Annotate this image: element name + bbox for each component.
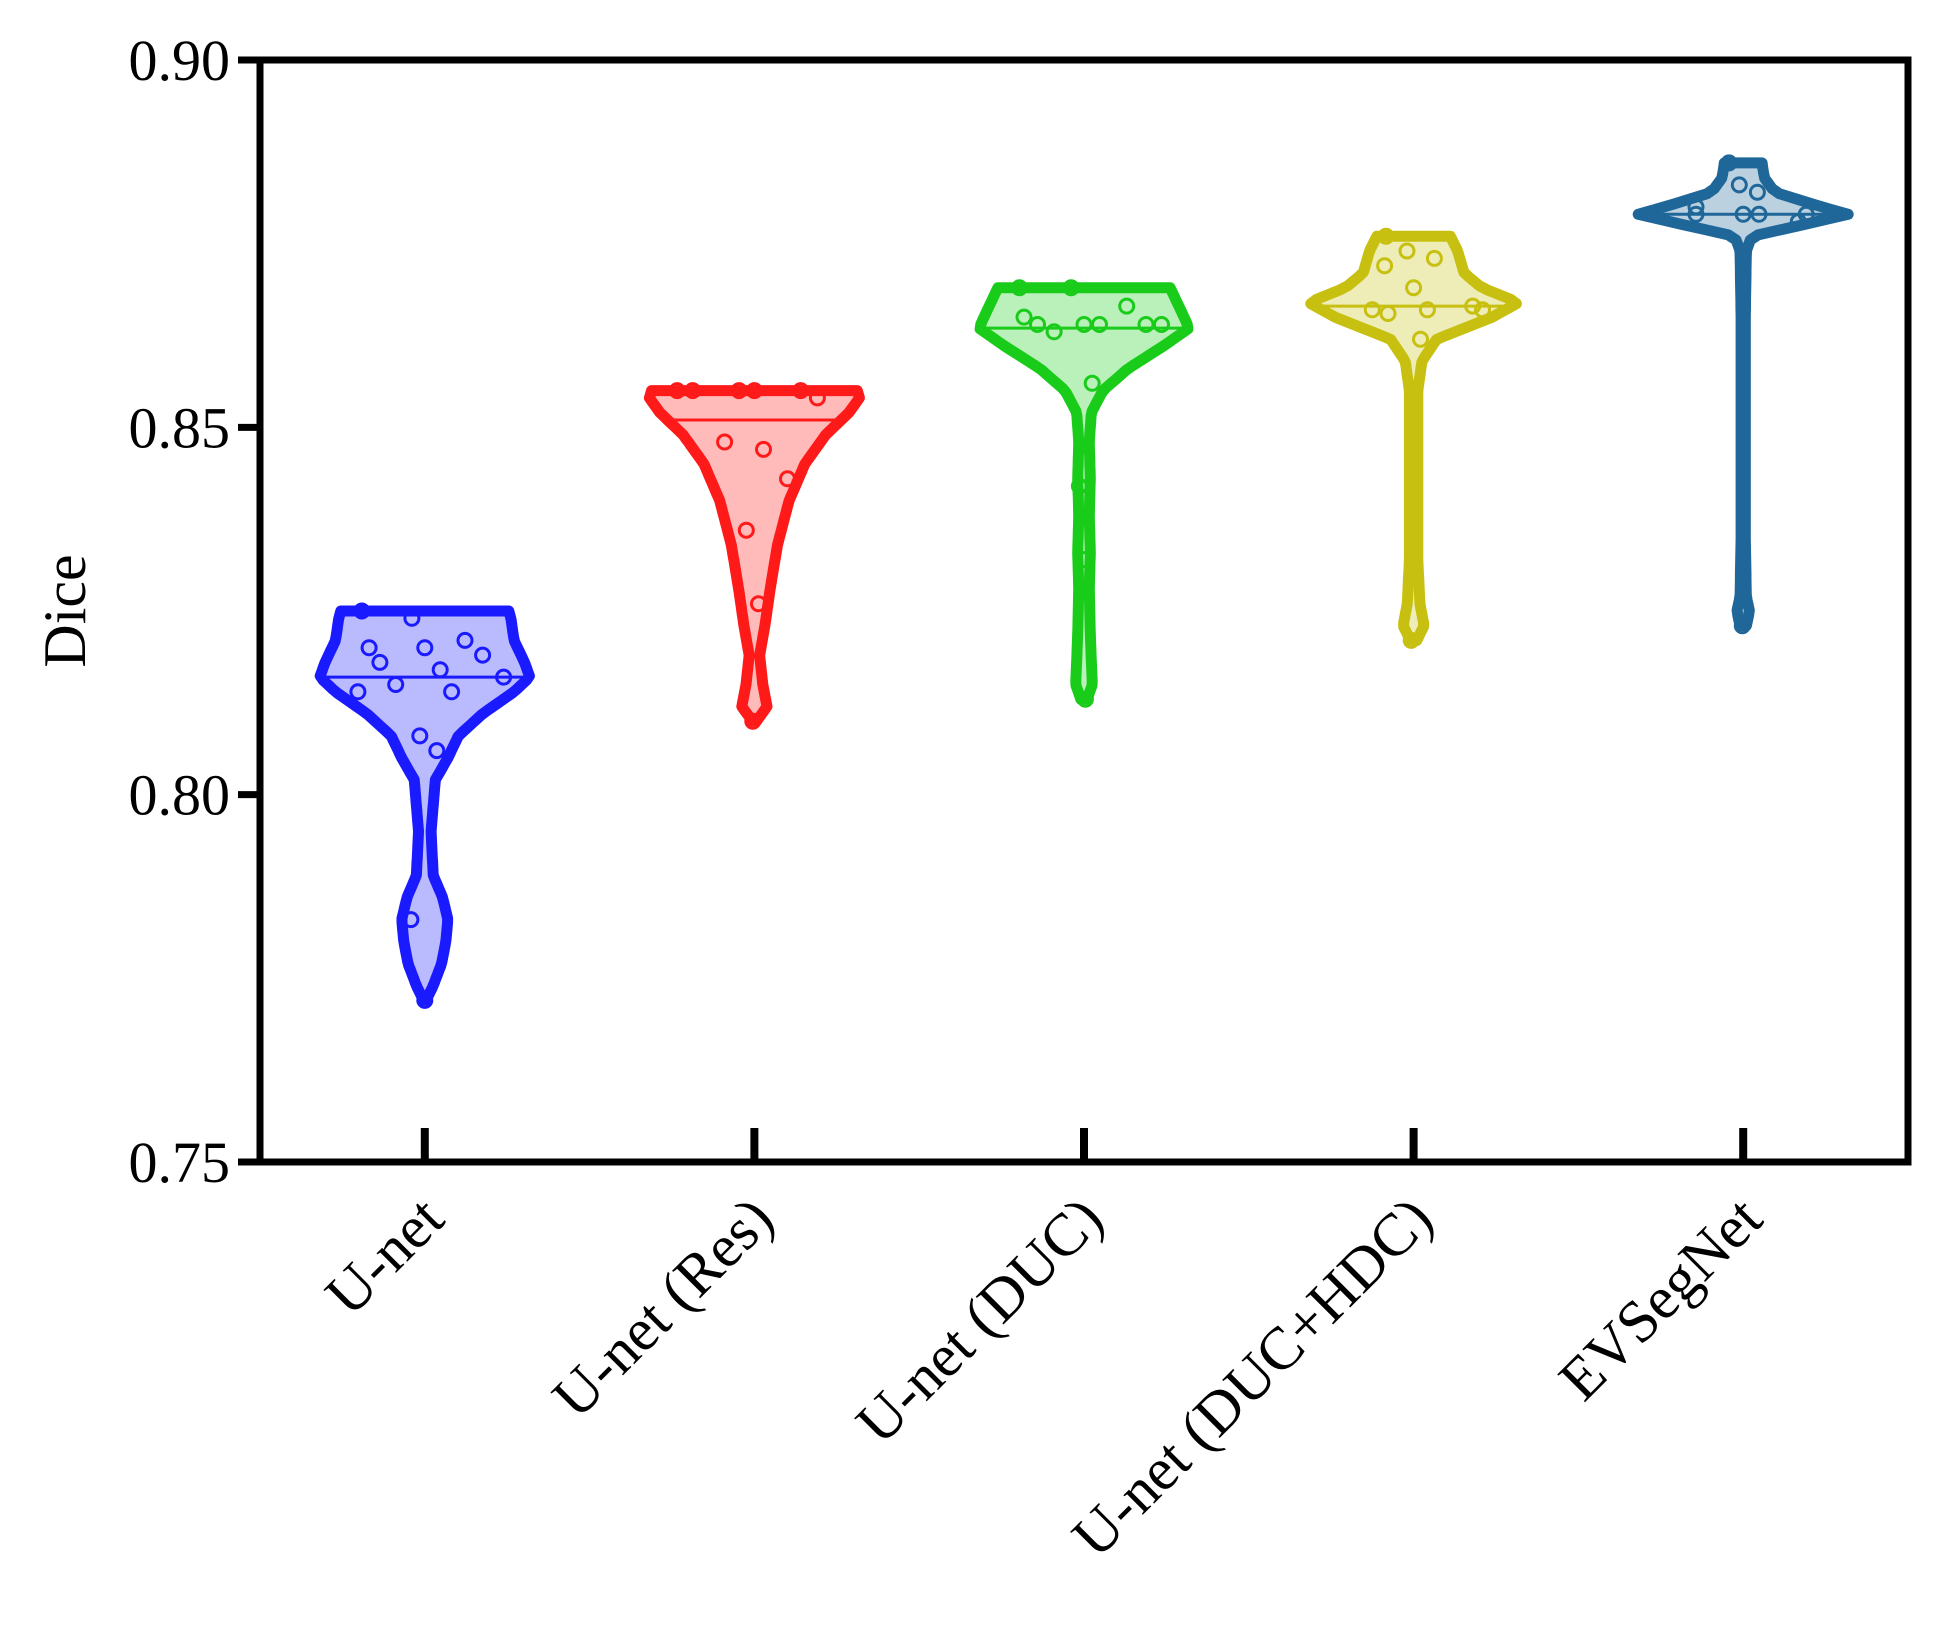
data-point [1733, 617, 1751, 635]
data-point [402, 911, 420, 929]
data-point [1153, 316, 1170, 333]
x-tick-label: U-net (DUC+HDC) [1060, 1185, 1445, 1570]
data-point [1045, 323, 1063, 341]
data-point [792, 382, 810, 400]
y-tick-label: 0.75 [129, 1130, 231, 1195]
y-axis-title: Dice [32, 554, 98, 667]
violin-1 [643, 382, 865, 730]
data-point [474, 646, 492, 664]
data-point [1402, 631, 1420, 649]
data-point [1464, 297, 1482, 315]
data-point [1377, 227, 1395, 245]
data-point [1720, 154, 1738, 172]
data-point [1076, 690, 1094, 708]
data-point [1074, 551, 1092, 569]
data-point [1062, 279, 1080, 297]
data-point [684, 382, 702, 400]
data-point [779, 470, 796, 488]
data-point [745, 382, 763, 400]
data-point [495, 668, 513, 686]
violin-2 [974, 279, 1194, 708]
data-point [349, 683, 367, 701]
violin-body [643, 385, 865, 727]
y-tick-label: 0.85 [129, 395, 231, 460]
data-point [750, 595, 767, 613]
data-point [1118, 297, 1136, 315]
data-point [411, 727, 429, 745]
data-point [1379, 305, 1397, 322]
data-point [416, 639, 434, 657]
data-point [1687, 205, 1705, 223]
data-point [1376, 257, 1394, 275]
violin-4 [1632, 154, 1854, 635]
data-point [360, 639, 378, 657]
data-point [1070, 477, 1088, 495]
data-point [403, 609, 421, 627]
data-point [1474, 301, 1491, 319]
data-point [456, 631, 474, 649]
y-tick-label: 0.90 [129, 28, 231, 93]
data-point [1687, 198, 1705, 216]
data-point [1398, 242, 1416, 260]
data-point [1750, 205, 1768, 223]
y-tick-label: 0.80 [129, 763, 231, 828]
violin-3 [1305, 227, 1522, 649]
data-point [1010, 279, 1028, 297]
data-point [353, 602, 371, 620]
data-point [1730, 176, 1748, 194]
violin-0 [314, 602, 535, 1009]
data-point [431, 661, 449, 679]
violin-body [314, 605, 535, 1006]
violin-layer [314, 154, 1854, 1009]
data-point [1029, 316, 1046, 333]
y-axis-ticks: 0.75 0.80 0.85 0.90 [129, 28, 260, 1195]
data-point [443, 683, 461, 701]
data-point [387, 676, 405, 693]
data-point [1748, 183, 1766, 201]
data-point [1425, 249, 1443, 267]
data-point [1083, 374, 1101, 392]
data-point [1405, 279, 1423, 297]
x-tick-label: EVSegNet [1546, 1184, 1774, 1412]
violin-body [1305, 230, 1522, 646]
data-point [1015, 308, 1033, 326]
data-point [416, 991, 434, 1009]
data-point [755, 440, 772, 458]
data-point [371, 653, 389, 671]
violin-body [1632, 157, 1854, 632]
axes: 0.750.800.850.90 U-net U-net (Res) U-net (… [129, 28, 1912, 1570]
data-point [1363, 301, 1381, 319]
x-tick-label: U-net [313, 1184, 457, 1328]
data-point [716, 433, 734, 451]
violin-body [974, 282, 1194, 705]
x-axis-ticks: U-net U-net (Res) U-net (DUC)U-net (DUC+HD… [313, 1128, 1775, 1570]
data-point [1412, 330, 1429, 348]
data-point [1734, 205, 1752, 223]
x-tick-label: U-net (Res) [540, 1185, 786, 1431]
data-point [428, 742, 446, 760]
x-tick-label: U-net (DUC) [843, 1185, 1115, 1457]
data-point [1418, 301, 1436, 319]
data-point [808, 389, 826, 407]
data-point [744, 712, 762, 730]
data-point [1789, 213, 1807, 231]
data-point [737, 521, 755, 539]
data-point [1091, 316, 1108, 333]
